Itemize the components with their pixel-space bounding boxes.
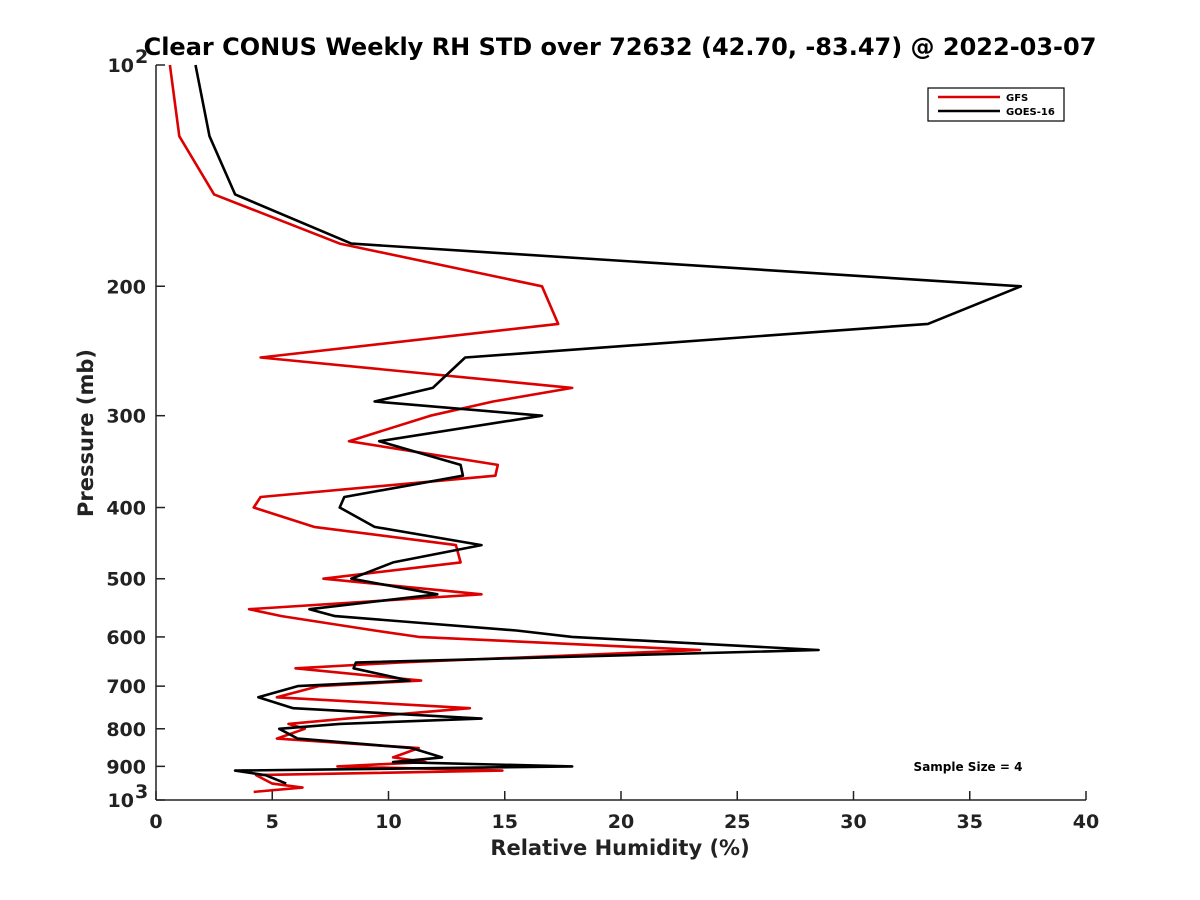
x-tick-label: 5 <box>266 811 279 833</box>
y-tick-exponent: 2 <box>135 46 148 68</box>
x-tick-label: 10 <box>375 811 401 833</box>
x-axis-ticks: 0 5 10 15 20 25 30 35 40 <box>149 791 1099 833</box>
sample-size-annotation: Sample Size = 4 <box>914 760 1023 774</box>
y-tick-label: 300 <box>106 406 146 428</box>
y-tick-label: 900 <box>106 756 146 778</box>
y-tick-label: 700 <box>106 676 146 698</box>
x-tick-label: 25 <box>724 811 750 833</box>
series-lines <box>168 64 1023 794</box>
x-tick-label: 30 <box>840 811 866 833</box>
y-tick-exponent: 3 <box>135 781 148 803</box>
series-line-goes-16 <box>194 64 1023 785</box>
x-tick-label: 40 <box>1073 811 1099 833</box>
y-tick-label: 10 <box>108 790 134 812</box>
chart-title: Clear CONUS Weekly RH STD over 72632 (42… <box>144 33 1097 61</box>
legend-entry: GOES-16 <box>1006 107 1055 118</box>
y-tick-label: 800 <box>106 719 146 741</box>
x-tick-label: 35 <box>957 811 983 833</box>
y-tick-label: 200 <box>106 276 146 298</box>
y-tick-label: 500 <box>106 569 146 591</box>
x-tick-label: 15 <box>492 811 518 833</box>
legend: GFS GOES-16 <box>927 87 1065 122</box>
axes-frame <box>155 65 1086 801</box>
x-axis-label: Relative Humidity (%) <box>490 836 749 860</box>
legend-box <box>927 87 1065 122</box>
y-tick-label: 10 <box>108 55 134 77</box>
series-line-gfs <box>168 64 702 794</box>
y-axis-label: Pressure (mb) <box>74 349 98 517</box>
y-tick-label: 400 <box>106 498 146 520</box>
x-tick-label: 0 <box>149 811 162 833</box>
y-tick-label: 600 <box>106 627 146 649</box>
legend-entry: GFS <box>1006 93 1028 104</box>
x-tick-label: 20 <box>608 811 634 833</box>
